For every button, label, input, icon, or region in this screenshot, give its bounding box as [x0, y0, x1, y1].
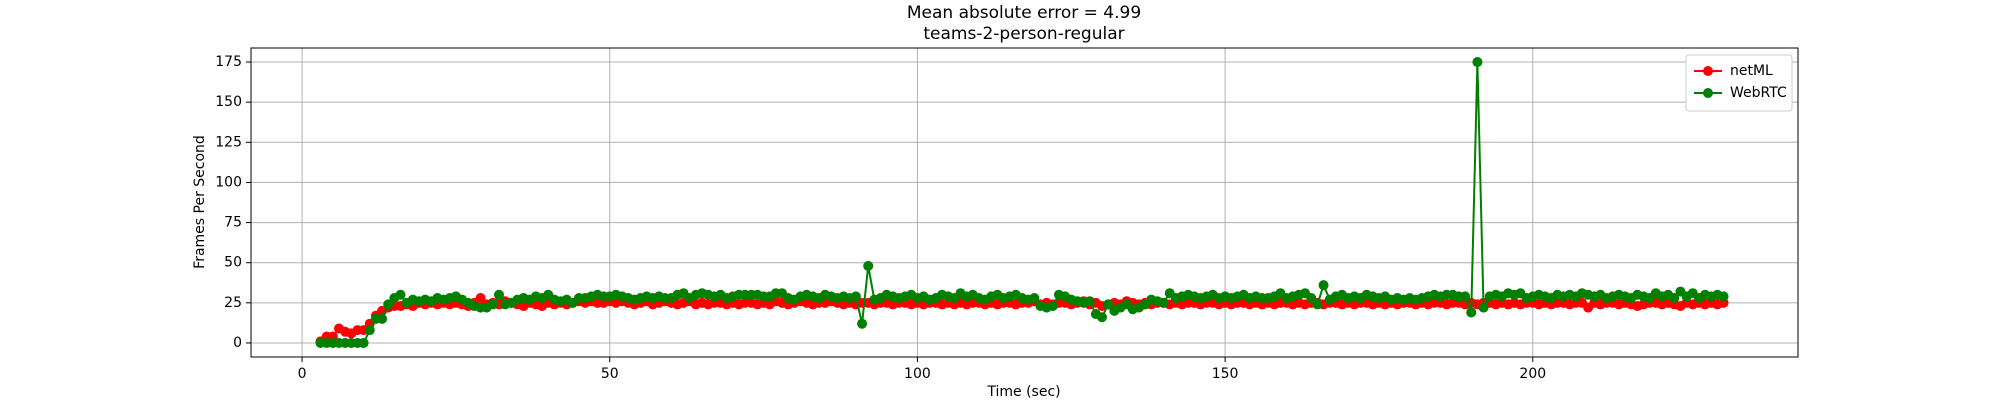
x-tick-label: 50	[601, 366, 619, 382]
data-point	[1466, 307, 1477, 318]
x-tick-label: 150	[1212, 366, 1239, 382]
data-point	[1047, 301, 1058, 312]
data-point	[364, 325, 375, 336]
legend-label: WebRTC	[1730, 85, 1787, 101]
y-tick-label: 175	[215, 54, 242, 70]
chart-title: Mean absolute error = 4.99	[907, 3, 1141, 23]
data-point	[475, 293, 486, 304]
y-tick-label: 50	[224, 255, 242, 271]
data-point	[377, 313, 388, 324]
data-point	[857, 318, 868, 329]
data-point	[1097, 312, 1108, 323]
data-point	[1478, 302, 1489, 313]
data-point	[487, 299, 498, 310]
data-point	[1029, 293, 1040, 304]
y-tick-label: 0	[233, 335, 242, 351]
legend-marker	[1703, 88, 1713, 98]
y-tick-label: 75	[224, 215, 242, 231]
plot-frame	[250, 47, 1799, 358]
data-point	[850, 291, 861, 302]
legend-label: netML	[1730, 63, 1773, 79]
data-point	[395, 289, 406, 300]
data-point	[1472, 57, 1483, 68]
y-axis-label: Frames Per Second	[192, 135, 208, 269]
x-axis-label: Time (sec)	[986, 384, 1060, 400]
data-point	[1460, 291, 1471, 302]
data-point	[1158, 297, 1169, 308]
data-point	[1084, 296, 1095, 307]
chart-subtitle: teams-2-person-regular	[923, 24, 1124, 44]
data-point	[1312, 299, 1323, 310]
y-tick-label: 100	[215, 174, 242, 190]
data-point	[493, 289, 504, 300]
data-point	[358, 337, 369, 348]
x-tick-label: 100	[904, 366, 931, 382]
data-point	[1103, 299, 1114, 310]
data-point	[1669, 293, 1680, 304]
data-point	[863, 260, 874, 271]
data-point	[1718, 291, 1729, 302]
data-point	[1306, 293, 1317, 304]
y-tick-label: 125	[215, 134, 242, 150]
legend-marker	[1703, 66, 1713, 76]
y-tick-label: 150	[215, 94, 242, 110]
x-tick-label: 200	[1519, 366, 1546, 382]
data-point	[1318, 280, 1329, 291]
x-tick-label: 0	[298, 366, 307, 382]
y-tick-label: 25	[224, 295, 242, 311]
data-point	[383, 299, 394, 310]
